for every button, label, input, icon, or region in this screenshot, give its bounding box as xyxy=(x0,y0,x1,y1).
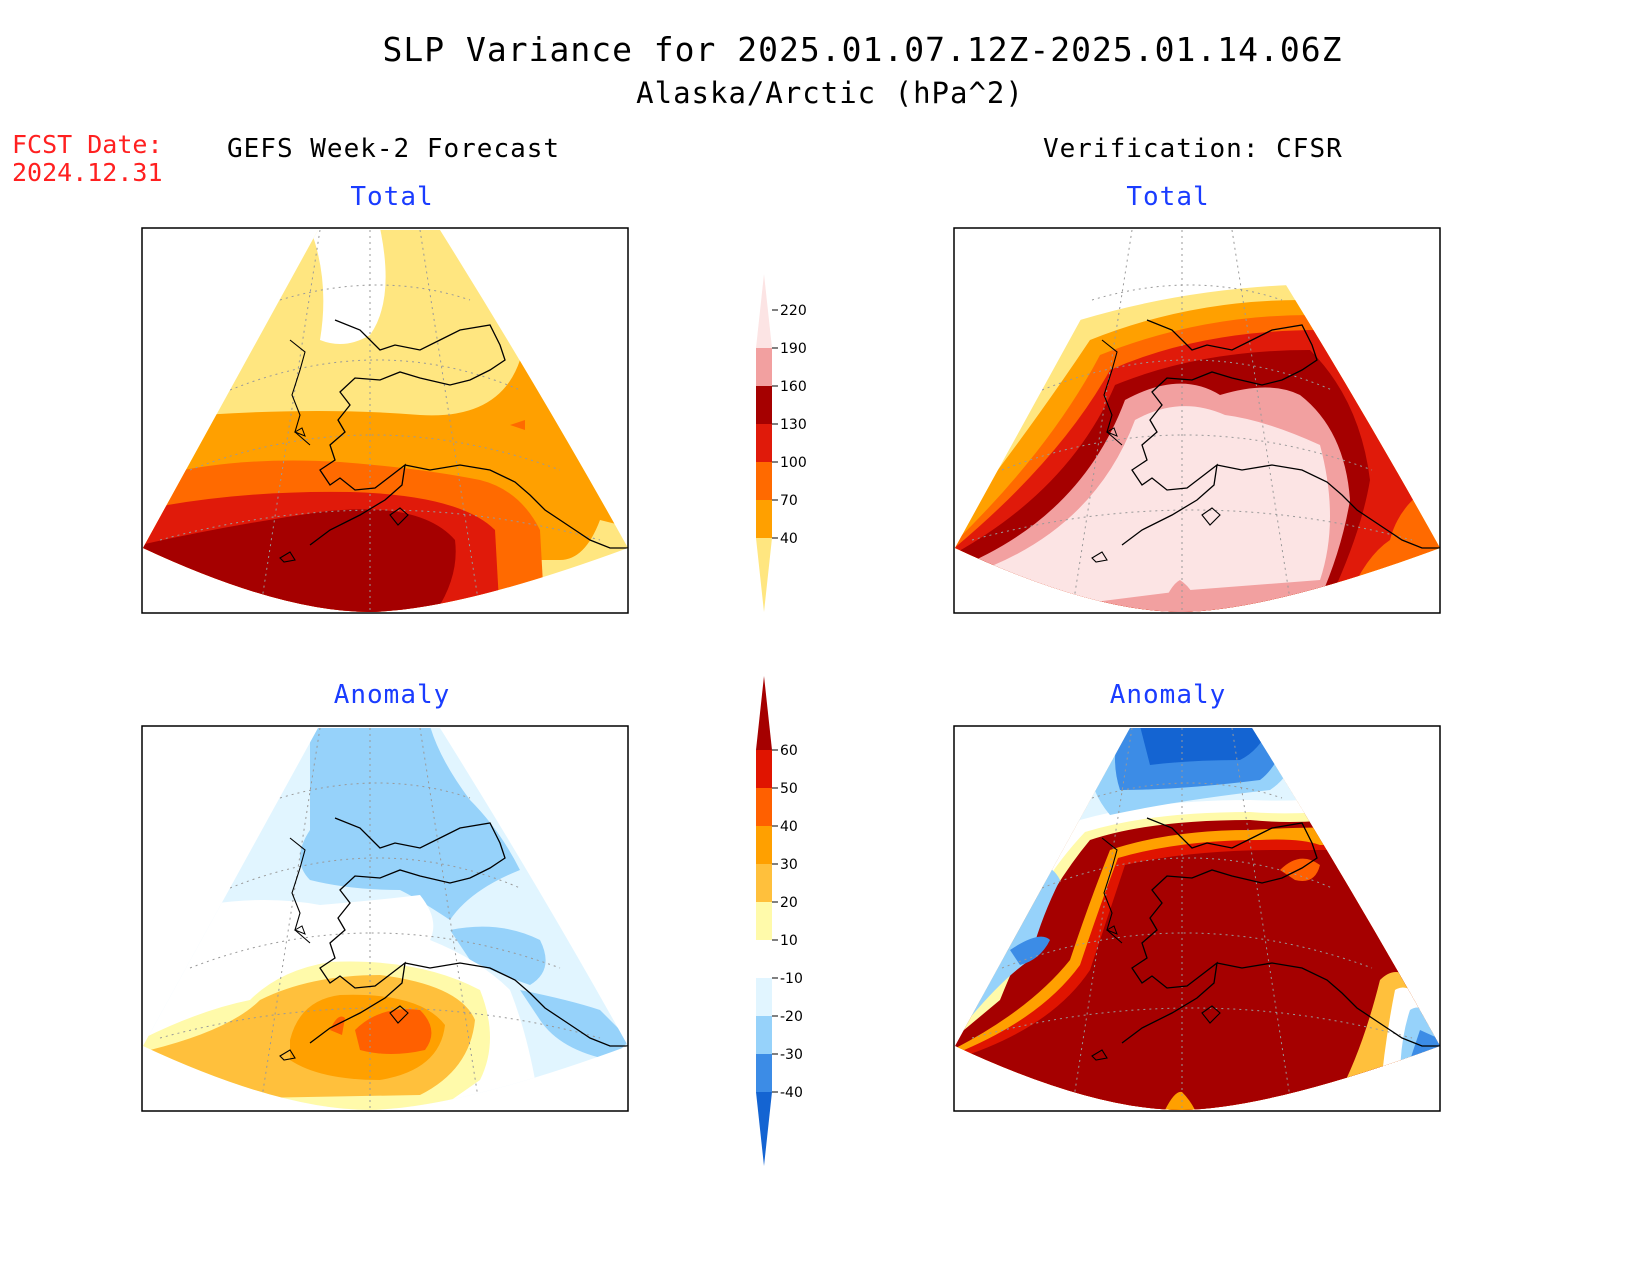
total-colorbar-tick-label: 40 xyxy=(780,531,798,547)
total-colorbar-tick-label: 160 xyxy=(780,379,807,395)
fcst-date-value: 2024.12.31 xyxy=(12,158,163,187)
anomaly-colorbar-tick-label: -40 xyxy=(780,1085,803,1101)
anomaly-colorbar-tick-label: 50 xyxy=(780,781,798,797)
anomaly-colorbar-bin-4 xyxy=(756,940,772,978)
total-colorbar-bin-2 xyxy=(756,462,772,500)
total-colorbar-tick-label: 220 xyxy=(780,303,807,319)
verification-anomaly-title: Anomaly xyxy=(1109,680,1227,710)
anomaly-colorbar-bin-8 xyxy=(756,788,772,826)
anomaly-colorbar-bin-2 xyxy=(756,1016,772,1054)
anomaly-colorbar-tick-label: -20 xyxy=(780,1009,803,1025)
total-colorbar-tick-label: 100 xyxy=(780,455,807,471)
total-colorbar: 40 70 100 130 160 190 220 xyxy=(756,274,807,612)
total-colorbar-tick-label: 130 xyxy=(780,417,807,433)
map-subtitle: Alaska/Arctic (hPa^2) xyxy=(636,76,1024,110)
forecast-anomaly-title: Anomaly xyxy=(333,680,451,710)
forecast-column-title: GEFS Week-2 Forecast xyxy=(227,134,561,164)
map-title: SLP Variance for 2025.01.07.12Z-2025.01.… xyxy=(382,30,1343,69)
total-colorbar-bin-3 xyxy=(756,424,772,462)
verification-total-title: Total xyxy=(1126,182,1210,212)
anomaly-colorbar-bin-6 xyxy=(756,864,772,902)
verification-column-title: Verification: CFSR xyxy=(1043,134,1343,164)
total-colorbar-bin-0 xyxy=(756,538,772,612)
anomaly-colorbar-tick-label: 10 xyxy=(780,933,798,949)
total-colorbar-bin-4 xyxy=(756,386,772,424)
total-colorbar-bin-1 xyxy=(756,500,772,538)
anomaly-colorbar-tick-label: 60 xyxy=(780,743,798,759)
total-colorbar-tick-label: 70 xyxy=(780,493,798,509)
verification-total-map xyxy=(953,227,1441,614)
anomaly-colorbar: -40 -30 -20 -10 10 20 30 40 50 60 xyxy=(756,676,803,1166)
anomaly-colorbar-tick-label: 30 xyxy=(780,857,798,873)
anomaly-colorbar-bin-5 xyxy=(756,902,772,940)
anomaly-colorbar-bin-7 xyxy=(756,826,772,864)
verification-anomaly-map xyxy=(953,725,1441,1112)
anomaly-colorbar-bin-3 xyxy=(756,978,772,1016)
forecast-total-title: Total xyxy=(350,182,434,212)
total-colorbar-bin-5 xyxy=(756,348,772,386)
anomaly-colorbar-tick-label: -30 xyxy=(780,1047,803,1063)
anomaly-colorbar-tick-label: 20 xyxy=(780,895,798,911)
anomaly-colorbar-tick-label: -10 xyxy=(780,971,803,987)
anomaly-colorbar-tick-label: 40 xyxy=(780,819,798,835)
forecast-anomaly-map xyxy=(141,725,629,1112)
anomaly-colorbar-bin-1 xyxy=(756,1054,772,1092)
anomaly-colorbar-bin-9 xyxy=(756,750,772,788)
total-colorbar-tick-label: 190 xyxy=(780,341,807,357)
total-colorbar-bin-6 xyxy=(756,274,772,348)
fcst-date-label: FCST Date: xyxy=(12,130,163,159)
anomaly-colorbar-bin-0 xyxy=(756,1092,772,1166)
anomaly-colorbar-bin-10 xyxy=(756,676,772,750)
forecast-total-map xyxy=(141,227,629,614)
